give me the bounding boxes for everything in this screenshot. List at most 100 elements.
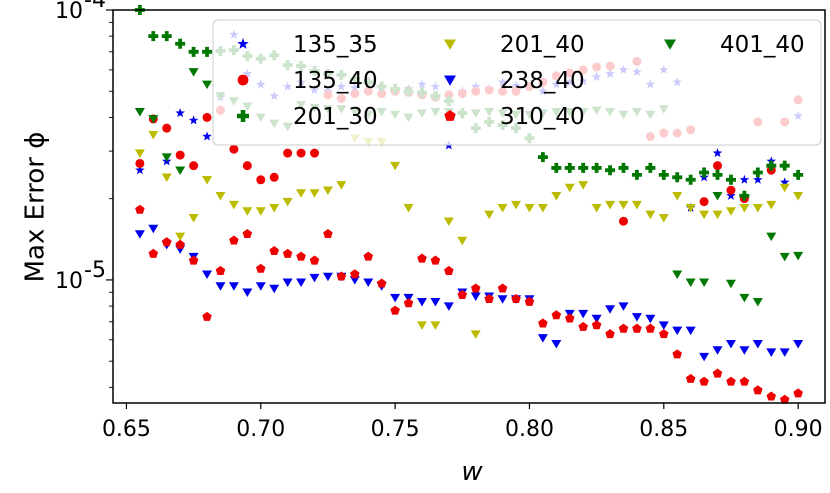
data-point-401_40 <box>134 107 145 117</box>
data-point-310_40 <box>457 289 468 299</box>
data-point-310_40 <box>551 310 562 320</box>
x-tick-label: 0.90 <box>774 417 823 442</box>
data-point-135_40 <box>269 172 279 182</box>
data-point-201_40 <box>470 330 481 339</box>
x-axis-label: w <box>461 457 483 487</box>
data-point-310_40 <box>202 311 212 321</box>
data-point-310_40 <box>229 235 239 245</box>
series-310_40 <box>135 204 803 404</box>
legend-marker-238_40 <box>444 75 456 86</box>
y-tick-exponent: -4 <box>84 0 106 13</box>
data-point-201_30 <box>188 46 199 57</box>
data-point-310_40 <box>309 255 320 265</box>
data-point-201_30 <box>685 174 696 185</box>
data-point-401_40 <box>161 153 172 162</box>
data-point-201_40 <box>578 181 589 190</box>
data-point-201_30 <box>672 172 683 183</box>
legend-label: 401_40 <box>720 32 805 58</box>
legend-label: 201_40 <box>500 32 585 58</box>
x-axis-ticks: 0.65 0.70 0.75 0.80 0.85 0.90 <box>102 403 823 442</box>
data-point-135_35 <box>188 115 199 125</box>
data-point-135_40 <box>135 158 145 168</box>
data-point-201_40 <box>148 131 159 140</box>
x-tick-label: 0.80 <box>505 417 554 442</box>
data-point-310_40 <box>591 320 602 330</box>
data-point-201_40 <box>739 204 750 213</box>
data-point-238_40 <box>416 298 427 307</box>
data-point-401_40 <box>148 115 159 124</box>
data-point-201_40 <box>497 204 508 213</box>
data-point-238_40 <box>322 272 333 282</box>
data-point-310_40 <box>135 204 145 214</box>
data-point-238_40 <box>618 302 629 311</box>
data-point-310_40 <box>511 293 521 304</box>
data-point-238_40 <box>591 314 602 324</box>
data-point-135_40 <box>726 185 736 195</box>
data-point-238_40 <box>430 298 441 307</box>
data-point-201_40 <box>202 176 213 185</box>
data-point-201_30 <box>766 160 777 171</box>
data-point-238_40 <box>739 346 750 355</box>
data-point-238_40 <box>658 321 669 330</box>
legend-label: 201_30 <box>293 104 378 130</box>
y-tick-exponent: -5 <box>84 258 106 283</box>
data-point-238_40 <box>242 288 253 298</box>
data-point-401_40 <box>766 232 777 242</box>
data-point-310_40 <box>645 323 656 333</box>
data-point-201_30 <box>551 162 562 173</box>
data-point-201_40 <box>228 200 239 210</box>
data-point-310_40 <box>779 394 790 404</box>
data-point-201_40 <box>322 186 333 195</box>
data-point-201_30 <box>175 38 186 49</box>
series-238_40 <box>134 224 804 362</box>
data-point-401_40 <box>685 278 696 288</box>
data-point-201_30 <box>645 162 656 173</box>
legend-label: 135_35 <box>293 32 378 58</box>
legend-box <box>212 19 822 146</box>
data-point-310_40 <box>739 376 750 386</box>
data-point-201_30 <box>779 160 790 171</box>
data-point-201_40 <box>416 321 427 330</box>
data-point-135_35 <box>202 131 212 141</box>
data-point-238_40 <box>672 326 683 336</box>
data-point-201_40 <box>282 197 293 207</box>
data-point-201_40 <box>484 210 495 220</box>
data-point-238_40 <box>443 302 454 311</box>
data-point-135_40 <box>242 161 252 171</box>
data-point-135_35 <box>135 165 145 175</box>
legend-marker-135_35 <box>237 38 249 49</box>
x-tick-label: 0.65 <box>102 417 151 442</box>
data-point-135_40 <box>256 175 266 185</box>
data-point-201_40 <box>269 204 280 213</box>
data-point-310_40 <box>403 298 414 308</box>
data-point-310_40 <box>336 271 347 281</box>
data-point-201_40 <box>631 200 642 210</box>
data-point-201_40 <box>161 173 172 183</box>
data-point-201_40 <box>752 204 763 213</box>
data-point-201_40 <box>403 204 414 213</box>
data-point-201_40 <box>430 321 441 330</box>
data-point-135_40 <box>618 216 628 226</box>
data-point-201_40 <box>618 200 629 210</box>
data-point-401_40 <box>793 251 804 261</box>
data-point-310_40 <box>282 248 293 258</box>
data-point-201_30 <box>537 152 548 163</box>
data-point-310_40 <box>618 323 629 333</box>
data-point-238_40 <box>228 282 239 291</box>
data-point-310_40 <box>417 253 427 263</box>
data-point-238_40 <box>202 270 213 279</box>
x-tick-label: 0.85 <box>639 417 688 442</box>
data-point-310_40 <box>605 329 615 339</box>
data-point-238_40 <box>793 340 804 349</box>
data-point-401_40 <box>175 166 186 175</box>
data-point-135_35 <box>753 174 763 184</box>
data-point-310_40 <box>296 251 306 261</box>
data-point-238_40 <box>390 293 401 303</box>
data-point-310_40 <box>269 245 279 256</box>
data-point-201_30 <box>148 31 159 42</box>
data-point-310_40 <box>161 237 172 247</box>
data-point-201_40 <box>725 207 736 216</box>
data-point-238_40 <box>685 326 696 336</box>
data-point-238_40 <box>309 273 320 283</box>
data-point-401_40 <box>779 252 790 262</box>
